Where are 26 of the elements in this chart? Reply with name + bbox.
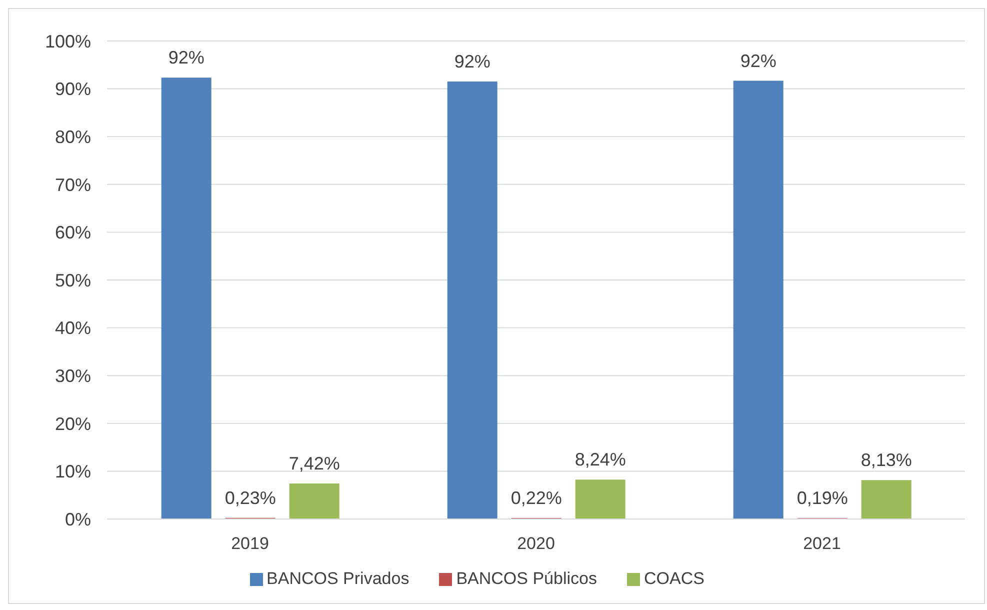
y-tick-label: 30% xyxy=(54,366,91,386)
data-label: 92% xyxy=(454,51,490,72)
y-tick-label: 10% xyxy=(54,462,91,482)
data-label: 7,42% xyxy=(288,454,340,474)
y-tick-label: 50% xyxy=(54,270,91,290)
data-label: 92% xyxy=(168,48,204,68)
y-tick-label: 60% xyxy=(54,222,91,243)
x-tick-label: 2020 xyxy=(517,534,555,554)
x-tick-label: 2019 xyxy=(231,534,269,554)
data-label: 92% xyxy=(740,50,776,71)
y-tick-label: 90% xyxy=(54,79,91,100)
y-tick-label: 40% xyxy=(54,318,91,338)
y-tick-label: 20% xyxy=(54,414,91,434)
data-label: 0,19% xyxy=(796,488,848,508)
x-tick-label: 2021 xyxy=(803,534,841,554)
data-label: 8,13% xyxy=(860,450,912,470)
legend-label: COACS xyxy=(644,569,704,588)
y-tick-label: 0% xyxy=(64,509,91,530)
data-label: 0,23% xyxy=(224,488,276,508)
legend-label: BANCOS Privados xyxy=(266,569,410,588)
y-tick-label: 80% xyxy=(54,126,91,147)
y-tick-label: 70% xyxy=(54,174,91,195)
data-label: 8,24% xyxy=(574,450,626,470)
y-tick-label: 100% xyxy=(44,31,91,52)
data-label: 0,22% xyxy=(510,488,562,508)
legend-label: BANCOS Públicos xyxy=(456,569,597,588)
